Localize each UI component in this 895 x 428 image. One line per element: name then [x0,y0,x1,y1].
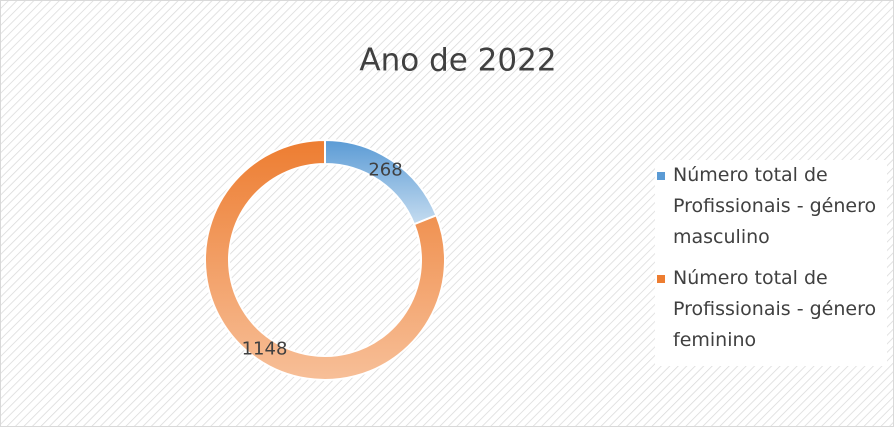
legend-label: Número total de Profissionais - género m… [673,164,877,248]
data-label: 1148 [242,338,288,359]
data-label: 268 [368,160,402,181]
donut-slice [204,138,446,381]
chart-title: Ano de 2022 [359,43,556,79]
legend-item: Número total de Profissionais - género m… [655,160,887,253]
legend-item: Número total de Profissionais - género f… [655,263,887,356]
legend-swatch [657,275,665,283]
legend-label: Número total de Profissionais - género f… [673,267,877,351]
legend-swatch [657,172,665,180]
legend: Número total de Profissionais - género m… [655,160,887,366]
